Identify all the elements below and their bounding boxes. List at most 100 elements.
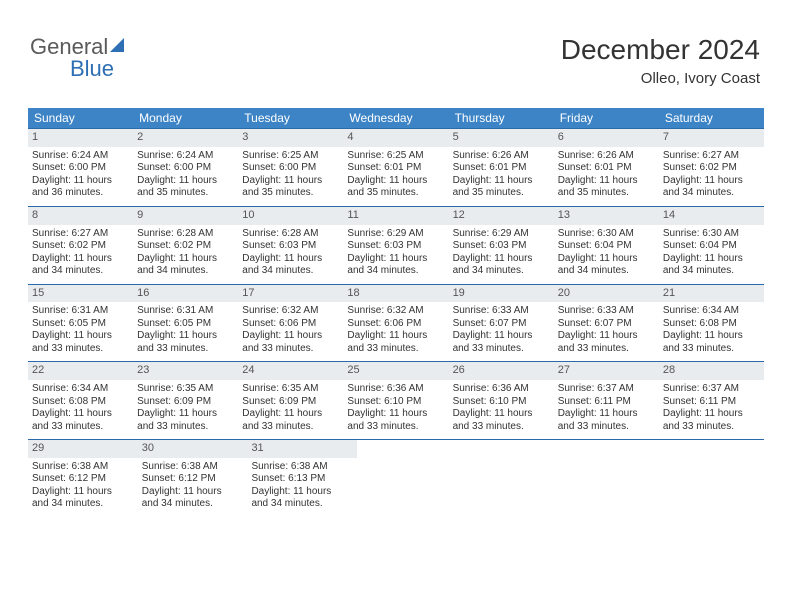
sunrise-text: Sunrise: 6:38 AM (32, 461, 134, 474)
daylight-text: and 33 minutes. (137, 421, 234, 434)
sunrise-text: Sunrise: 6:36 AM (347, 383, 444, 396)
weekday-header: Monday (133, 108, 238, 128)
day-number: 11 (343, 207, 448, 225)
sunrise-text: Sunrise: 6:28 AM (137, 228, 234, 241)
day-cell: 8Sunrise: 6:27 AMSunset: 6:02 PMDaylight… (28, 207, 133, 284)
sunrise-text: Sunrise: 6:32 AM (242, 305, 339, 318)
sunrise-text: Sunrise: 6:29 AM (453, 228, 550, 241)
daylight-text: and 34 minutes. (32, 265, 129, 278)
sunset-text: Sunset: 6:02 PM (32, 240, 129, 253)
sunrise-text: Sunrise: 6:34 AM (32, 383, 129, 396)
daylight-text: and 33 minutes. (32, 421, 129, 434)
sunset-text: Sunset: 6:07 PM (558, 318, 655, 331)
logo: General Blue (30, 34, 124, 82)
daylight-text: and 33 minutes. (558, 421, 655, 434)
sunset-text: Sunset: 6:05 PM (32, 318, 129, 331)
daylight-text: and 33 minutes. (663, 421, 760, 434)
daylight-text: and 33 minutes. (347, 421, 444, 434)
sunset-text: Sunset: 6:09 PM (137, 396, 234, 409)
sunset-text: Sunset: 6:11 PM (663, 396, 760, 409)
daylight-text: Daylight: 11 hours (242, 175, 339, 188)
sunrise-text: Sunrise: 6:31 AM (137, 305, 234, 318)
day-number: 28 (659, 362, 764, 380)
empty-day-cell (459, 440, 561, 517)
daylight-text: Daylight: 11 hours (242, 253, 339, 266)
daylight-text: Daylight: 11 hours (32, 175, 129, 188)
day-cell: 9Sunrise: 6:28 AMSunset: 6:02 PMDaylight… (133, 207, 238, 284)
month-title: December 2024 (561, 34, 760, 66)
daylight-text: Daylight: 11 hours (663, 175, 760, 188)
day-number: 1 (28, 129, 133, 147)
sunset-text: Sunset: 6:03 PM (242, 240, 339, 253)
sunset-text: Sunset: 6:01 PM (558, 162, 655, 175)
sunrise-text: Sunrise: 6:24 AM (137, 150, 234, 163)
day-cell: 30Sunrise: 6:38 AMSunset: 6:12 PMDayligh… (138, 440, 248, 517)
sunset-text: Sunset: 6:03 PM (453, 240, 550, 253)
week-row: 29Sunrise: 6:38 AMSunset: 6:12 PMDayligh… (28, 439, 764, 517)
daylight-text: Daylight: 11 hours (347, 175, 444, 188)
day-number: 2 (133, 129, 238, 147)
sunrise-text: Sunrise: 6:27 AM (663, 150, 760, 163)
daylight-text: Daylight: 11 hours (137, 408, 234, 421)
daylight-text: Daylight: 11 hours (32, 408, 129, 421)
sunrise-text: Sunrise: 6:26 AM (453, 150, 550, 163)
day-number: 20 (554, 285, 659, 303)
daylight-text: and 33 minutes. (558, 343, 655, 356)
daylight-text: and 35 minutes. (137, 187, 234, 200)
daylight-text: Daylight: 11 hours (251, 486, 353, 499)
daylight-text: and 33 minutes. (453, 421, 550, 434)
sunrise-text: Sunrise: 6:34 AM (663, 305, 760, 318)
sunset-text: Sunset: 6:00 PM (32, 162, 129, 175)
day-number: 4 (343, 129, 448, 147)
daylight-text: and 34 minutes. (663, 265, 760, 278)
sunset-text: Sunset: 6:08 PM (663, 318, 760, 331)
sunrise-text: Sunrise: 6:24 AM (32, 150, 129, 163)
sunrise-text: Sunrise: 6:30 AM (558, 228, 655, 241)
daylight-text: Daylight: 11 hours (32, 486, 134, 499)
calendar-table: SundayMondayTuesdayWednesdayThursdayFrid… (28, 108, 764, 517)
empty-day-cell (357, 440, 459, 517)
day-number: 24 (238, 362, 343, 380)
daylight-text: Daylight: 11 hours (242, 408, 339, 421)
daylight-text: and 34 minutes. (137, 265, 234, 278)
daylight-text: Daylight: 11 hours (453, 253, 550, 266)
day-cell: 12Sunrise: 6:29 AMSunset: 6:03 PMDayligh… (449, 207, 554, 284)
sunset-text: Sunset: 6:02 PM (663, 162, 760, 175)
day-number: 27 (554, 362, 659, 380)
daylight-text: Daylight: 11 hours (453, 330, 550, 343)
day-number: 8 (28, 207, 133, 225)
sunset-text: Sunset: 6:04 PM (558, 240, 655, 253)
logo-triangle-icon (110, 38, 124, 52)
sunrise-text: Sunrise: 6:30 AM (663, 228, 760, 241)
daylight-text: and 35 minutes. (453, 187, 550, 200)
day-cell: 24Sunrise: 6:35 AMSunset: 6:09 PMDayligh… (238, 362, 343, 439)
daylight-text: Daylight: 11 hours (242, 330, 339, 343)
day-cell: 27Sunrise: 6:37 AMSunset: 6:11 PMDayligh… (554, 362, 659, 439)
daylight-text: and 34 minutes. (142, 498, 244, 511)
daylight-text: Daylight: 11 hours (663, 408, 760, 421)
daylight-text: and 35 minutes. (558, 187, 655, 200)
sunrise-text: Sunrise: 6:25 AM (347, 150, 444, 163)
day-cell: 18Sunrise: 6:32 AMSunset: 6:06 PMDayligh… (343, 285, 448, 362)
day-cell: 6Sunrise: 6:26 AMSunset: 6:01 PMDaylight… (554, 129, 659, 206)
sunset-text: Sunset: 6:10 PM (453, 396, 550, 409)
day-cell: 22Sunrise: 6:34 AMSunset: 6:08 PMDayligh… (28, 362, 133, 439)
day-number: 7 (659, 129, 764, 147)
sunset-text: Sunset: 6:06 PM (347, 318, 444, 331)
day-number: 14 (659, 207, 764, 225)
day-cell: 15Sunrise: 6:31 AMSunset: 6:05 PMDayligh… (28, 285, 133, 362)
daylight-text: Daylight: 11 hours (347, 330, 444, 343)
sunrise-text: Sunrise: 6:37 AM (663, 383, 760, 396)
day-number: 5 (449, 129, 554, 147)
day-cell: 4Sunrise: 6:25 AMSunset: 6:01 PMDaylight… (343, 129, 448, 206)
daylight-text: Daylight: 11 hours (453, 408, 550, 421)
logo-text-blue: Blue (70, 56, 124, 82)
sunset-text: Sunset: 6:13 PM (251, 473, 353, 486)
daylight-text: and 35 minutes. (347, 187, 444, 200)
daylight-text: Daylight: 11 hours (558, 408, 655, 421)
day-cell: 25Sunrise: 6:36 AMSunset: 6:10 PMDayligh… (343, 362, 448, 439)
day-number: 3 (238, 129, 343, 147)
daylight-text: and 34 minutes. (251, 498, 353, 511)
sunset-text: Sunset: 6:11 PM (558, 396, 655, 409)
sunset-text: Sunset: 6:10 PM (347, 396, 444, 409)
